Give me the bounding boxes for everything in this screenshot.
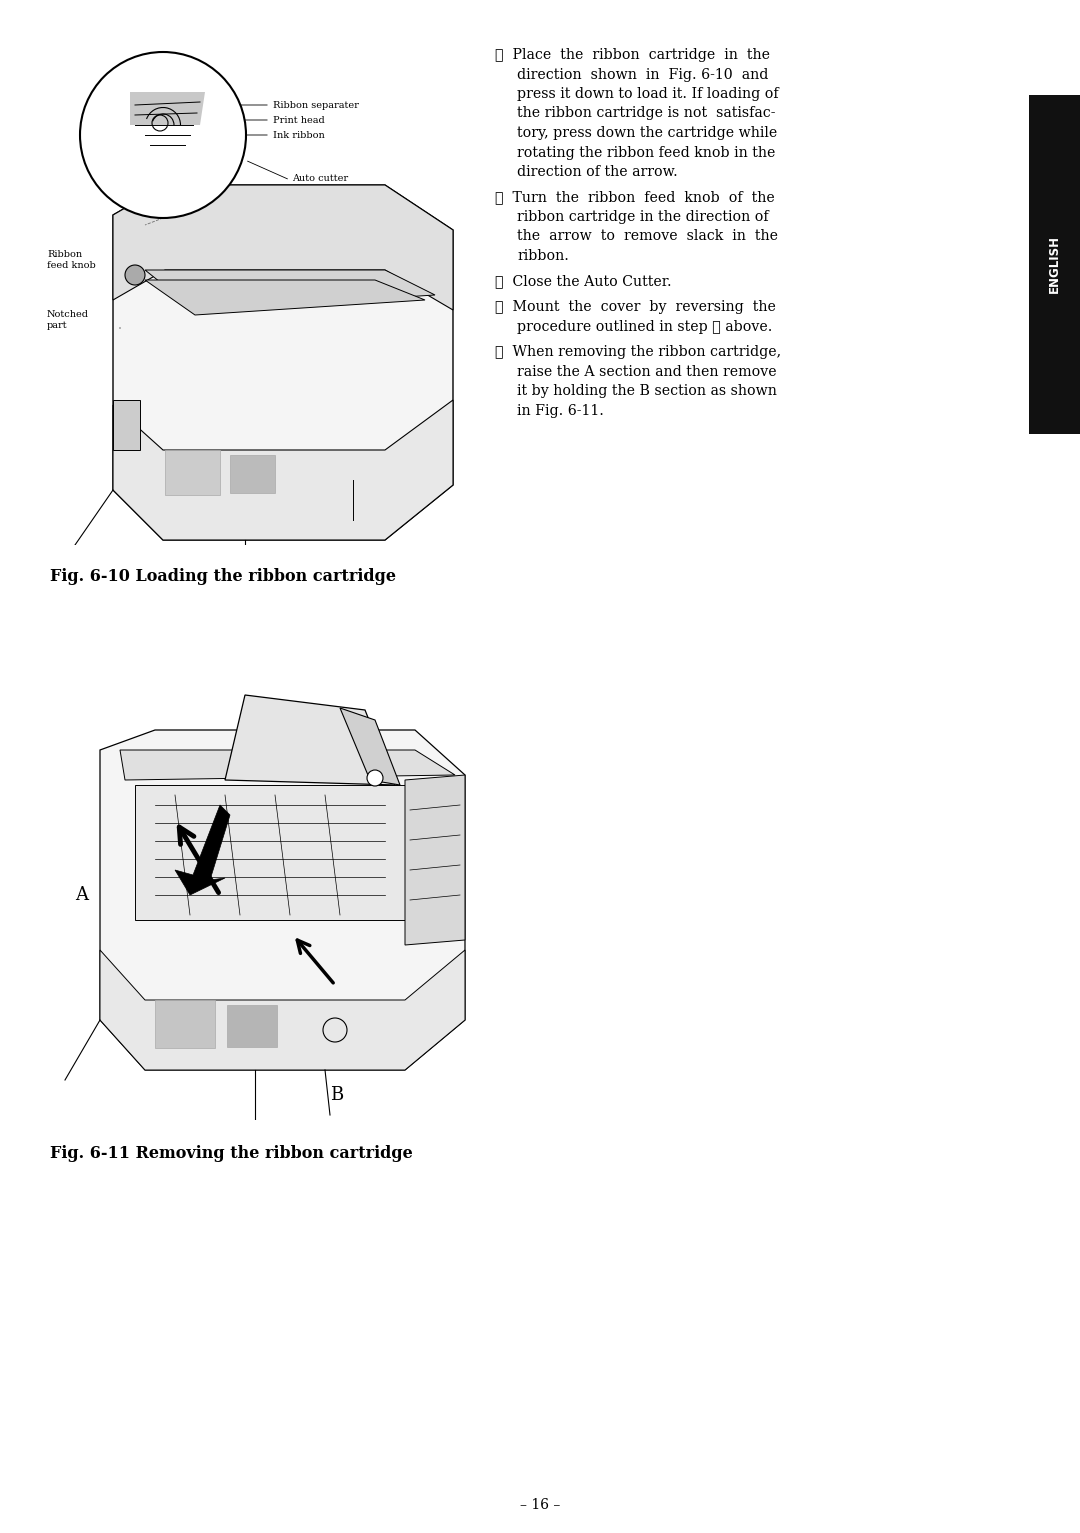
Text: ⑨  When removing the ribbon cartridge,: ⑨ When removing the ribbon cartridge,: [495, 345, 781, 359]
Text: B: B: [330, 1085, 343, 1104]
Polygon shape: [113, 185, 453, 540]
Text: rotating the ribbon feed knob in the: rotating the ribbon feed knob in the: [517, 146, 775, 159]
Text: Auto cutter: Auto cutter: [292, 173, 348, 182]
Text: ribbon.: ribbon.: [517, 248, 569, 264]
Polygon shape: [340, 708, 400, 785]
Text: in Fig. 6-11.: in Fig. 6-11.: [517, 403, 604, 417]
Text: press it down to load it. If loading of: press it down to load it. If loading of: [517, 87, 779, 101]
Text: tory, press down the cartridge while: tory, press down the cartridge while: [517, 126, 778, 140]
Polygon shape: [130, 92, 205, 126]
Circle shape: [367, 770, 383, 786]
Text: Fig. 6-11 Removing the ribbon cartridge: Fig. 6-11 Removing the ribbon cartridge: [50, 1145, 413, 1162]
Bar: [156, 1000, 215, 1049]
Polygon shape: [100, 950, 465, 1070]
Polygon shape: [175, 805, 230, 895]
Text: Ribbon
feed knob: Ribbon feed knob: [48, 250, 96, 270]
Text: direction  shown  in  Fig. 6-10  and: direction shown in Fig. 6-10 and: [517, 67, 768, 81]
Polygon shape: [405, 776, 465, 944]
Text: Print head: Print head: [273, 115, 325, 124]
Bar: [1029, 95, 1080, 434]
Text: – 16 –: – 16 –: [519, 1498, 561, 1512]
Polygon shape: [145, 270, 435, 310]
Text: Ink ribbon: Ink ribbon: [273, 130, 325, 140]
Polygon shape: [113, 185, 453, 310]
Text: Notched
part: Notched part: [48, 310, 89, 330]
Text: procedure outlined in step ② above.: procedure outlined in step ② above.: [517, 319, 772, 334]
Circle shape: [125, 265, 145, 285]
Text: ⑧  Mount  the  cover  by  reversing  the: ⑧ Mount the cover by reversing the: [495, 300, 775, 314]
Text: ENGLISH: ENGLISH: [1048, 236, 1062, 293]
Circle shape: [80, 52, 246, 218]
Text: raise the A section and then remove: raise the A section and then remove: [517, 365, 777, 379]
Text: ribbon cartridge in the direction of: ribbon cartridge in the direction of: [517, 210, 769, 224]
Text: ⑤  Place  the  ribbon  cartridge  in  the: ⑤ Place the ribbon cartridge in the: [495, 48, 770, 61]
Text: ⑥  Turn  the  ribbon  feed  knob  of  the: ⑥ Turn the ribbon feed knob of the: [495, 190, 774, 204]
Bar: [227, 1006, 276, 1047]
Bar: [165, 451, 220, 495]
Text: A: A: [75, 886, 87, 904]
Polygon shape: [145, 281, 426, 314]
Text: it by holding the B section as shown: it by holding the B section as shown: [517, 383, 777, 399]
Polygon shape: [100, 730, 465, 1070]
Polygon shape: [113, 400, 453, 540]
Polygon shape: [225, 694, 395, 785]
Text: ⑦  Close the Auto Cutter.: ⑦ Close the Auto Cutter.: [495, 274, 672, 288]
Bar: [230, 455, 275, 494]
Text: the ribbon cartridge is not  satisfac-: the ribbon cartridge is not satisfac-: [517, 106, 775, 121]
Polygon shape: [135, 785, 420, 920]
Polygon shape: [120, 750, 455, 780]
Text: Fig. 6-10 Loading the ribbon cartridge: Fig. 6-10 Loading the ribbon cartridge: [50, 569, 396, 586]
Text: Ribbon
cartridge: Ribbon cartridge: [355, 510, 401, 530]
Text: direction of the arrow.: direction of the arrow.: [517, 166, 678, 179]
Text: the  arrow  to  remove  slack  in  the: the arrow to remove slack in the: [517, 230, 778, 244]
Text: Ribbon separater: Ribbon separater: [273, 101, 359, 109]
Polygon shape: [113, 400, 140, 451]
